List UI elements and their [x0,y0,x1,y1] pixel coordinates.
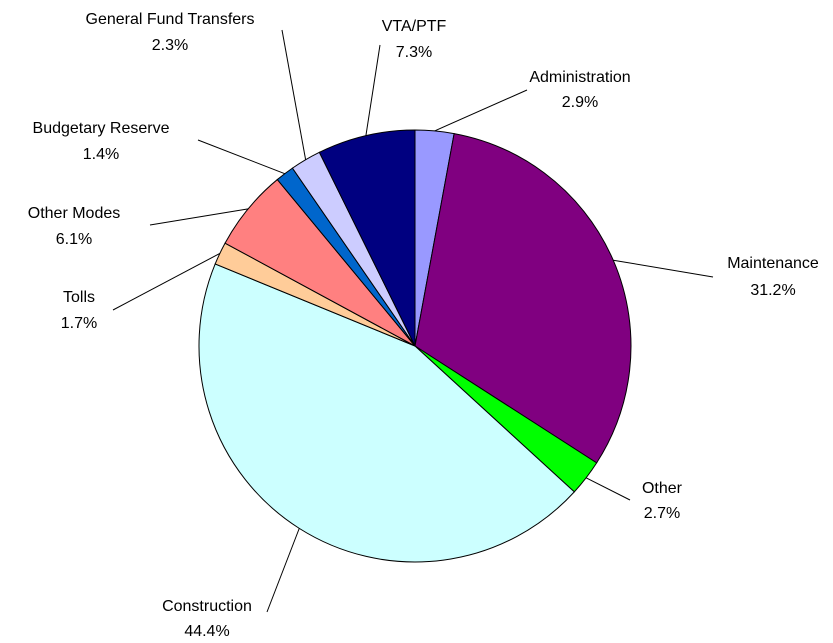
slice-label: Other Modes [28,205,120,222]
slice-label: General Fund Transfers [86,11,255,28]
slice-label: Administration [529,69,630,86]
slice-value-label: 6.1% [56,231,92,248]
leader-line [365,44,381,136]
slice-value-label: 2.9% [562,94,598,111]
slice-value-label: 44.4% [184,623,229,640]
slice-value-label: 31.2% [750,282,795,299]
slice-label: Maintenance [727,255,819,272]
slice-value-label: 1.4% [83,146,119,163]
leader-line [613,259,714,278]
slice-label: Other [642,480,683,497]
slice-label: Construction [162,598,252,615]
leader-line [112,252,221,311]
leader-line [281,29,307,160]
leader-line [266,528,300,613]
pie-slice [318,129,416,347]
leader-line [197,139,285,175]
leader-line [585,477,631,501]
slice-label: Tolls [63,289,95,306]
leader-line [149,208,249,226]
slice-label: VTA/PTF [382,18,447,35]
slice-value-label: 2.7% [644,505,680,522]
slice-value-label: 1.7% [61,315,97,332]
slice-label: Budgetary Reserve [33,120,170,137]
slice-value-label: 2.3% [152,37,188,54]
leader-line [434,89,528,132]
slice-value-label: 7.3% [396,44,432,61]
